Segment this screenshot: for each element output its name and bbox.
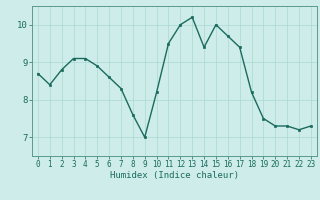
X-axis label: Humidex (Indice chaleur): Humidex (Indice chaleur) [110,171,239,180]
